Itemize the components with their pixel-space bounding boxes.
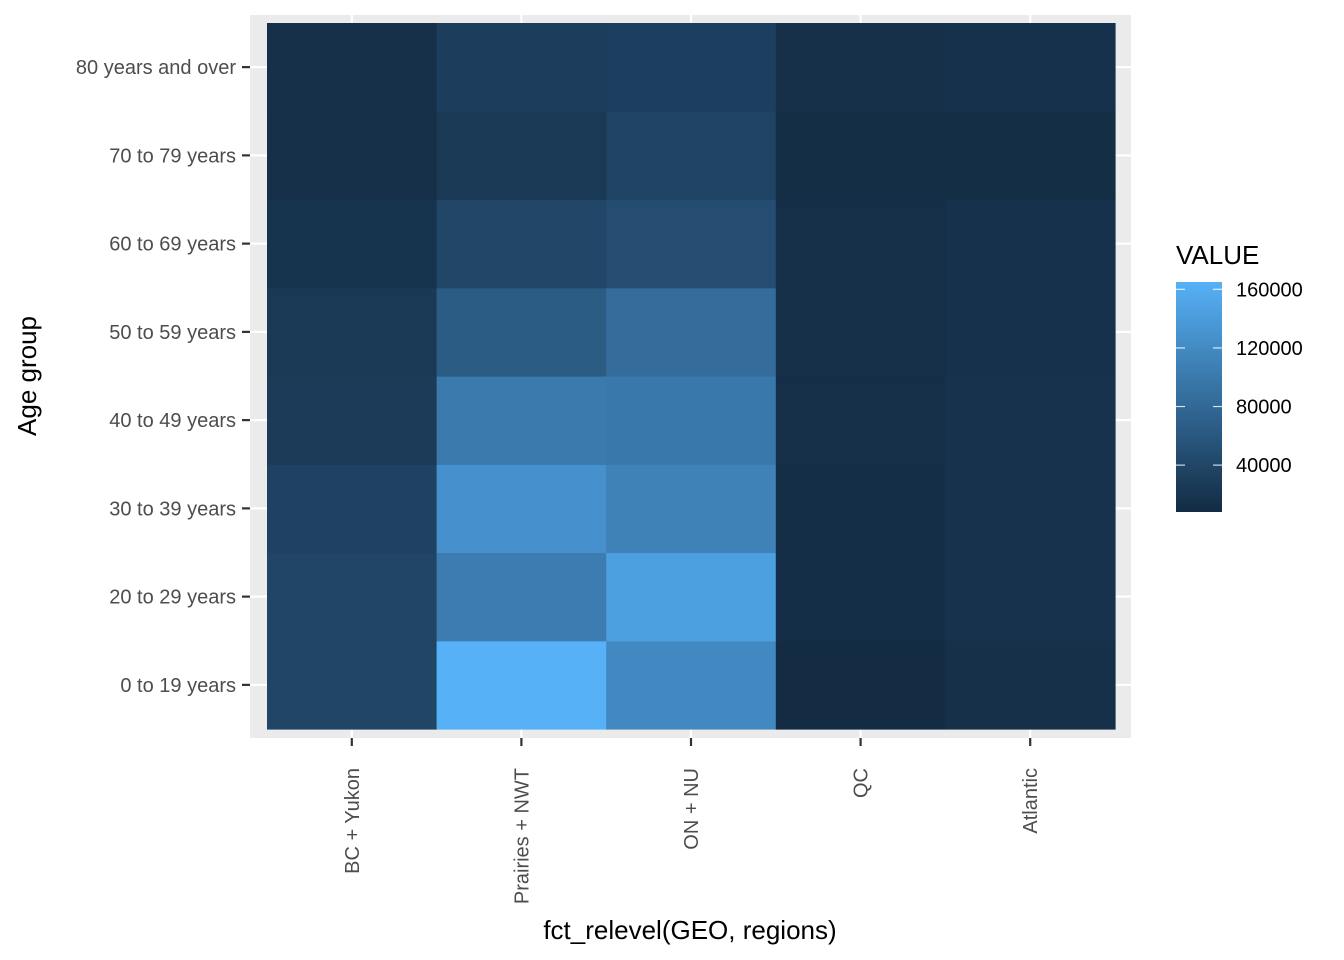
x-axis-title: fct_relevel(GEO, regions) (543, 915, 836, 945)
y-tick-label: 50 to 59 years (109, 322, 236, 344)
heatmap-tile (267, 552, 438, 642)
heatmap-tile (436, 111, 607, 201)
heatmap-tile (436, 552, 607, 642)
heatmap-tile (267, 23, 438, 112)
heatmap-tile (775, 111, 946, 201)
colorbar-legend: VALUE 40000 80000 120000 160000 (1176, 240, 1303, 512)
heatmap-tile (606, 640, 777, 730)
colorbar (1176, 282, 1222, 512)
colorbar-tick-label: 40000 (1236, 455, 1292, 477)
heatmap-tile (606, 376, 777, 465)
x-tick-label: ON + NU (681, 768, 703, 850)
y-axis: 0 to 19 years 20 to 29 years 30 to 39 year… (76, 57, 250, 697)
heatmap-tile (267, 111, 438, 201)
heatmap-tile (945, 552, 1116, 642)
y-tick-label: 70 to 79 years (109, 145, 236, 167)
x-tick-label: Atlantic (1020, 768, 1042, 834)
heatmap-tile (945, 199, 1116, 289)
heatmap-tile (775, 287, 946, 377)
heatmap-tiles (267, 23, 1116, 730)
heatmap-tile (945, 640, 1116, 730)
heatmap-tile (606, 464, 777, 554)
heatmap-tile (606, 111, 777, 201)
heatmap-tile (606, 287, 777, 377)
colorbar-tick-label: 160000 (1236, 279, 1303, 301)
heatmap-tile (436, 287, 607, 377)
y-axis-title: Age group (12, 316, 42, 436)
heatmap-tile (775, 464, 946, 554)
colorbar-ticks: 40000 80000 120000 160000 (1176, 279, 1303, 477)
y-tick-label: 40 to 49 years (109, 410, 236, 432)
heatmap-tile (436, 199, 607, 289)
heatmap-tile (436, 640, 607, 730)
heatmap-tile (267, 464, 438, 554)
legend-title: VALUE (1176, 240, 1259, 270)
heatmap-tile (606, 199, 777, 289)
heatmap-tile (775, 199, 946, 289)
y-tick-label: 80 years and over (76, 57, 236, 79)
y-tick-label: 60 to 69 years (109, 234, 236, 256)
heatmap-tile (775, 376, 946, 465)
y-tick-label: 30 to 39 years (109, 498, 236, 520)
colorbar-tick-label: 120000 (1236, 338, 1303, 360)
y-tick-label: 0 to 19 years (120, 675, 236, 697)
heatmap-tile (436, 376, 607, 465)
heatmap-tile (775, 23, 946, 112)
heatmap-tile (267, 287, 438, 377)
heatmap-tile (775, 552, 946, 642)
x-tick-label: BC + Yukon (342, 768, 364, 874)
heatmap-tile (945, 376, 1116, 465)
heatmap-tile (436, 23, 607, 112)
heatmap-tile (606, 23, 777, 112)
heatmap-tile (945, 464, 1116, 554)
y-tick-label: 20 to 29 years (109, 587, 236, 609)
x-axis: BC + Yukon Prairies + NWT ON + NU QC Atlanti… (342, 738, 1042, 904)
heatmap-tile (267, 376, 438, 465)
heatmap-tile (945, 111, 1116, 201)
heatmap-tile (267, 640, 438, 730)
x-tick-label: QC (851, 768, 873, 798)
heatmap-tile (267, 199, 438, 289)
heatmap-tile (945, 23, 1116, 112)
heatmap-tile (436, 464, 607, 554)
x-tick-label: Prairies + NWT (511, 768, 533, 904)
heatmap-tile (775, 640, 946, 730)
heatmap-tile (606, 552, 777, 642)
heatmap-tile (945, 287, 1116, 377)
colorbar-tick-label: 80000 (1236, 397, 1292, 419)
